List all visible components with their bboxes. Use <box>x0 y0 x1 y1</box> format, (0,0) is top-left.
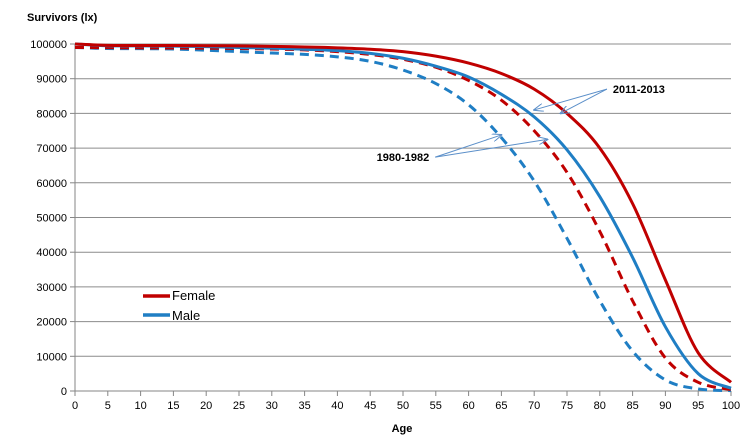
x-tick-label-10: 10 <box>134 400 146 412</box>
axes <box>70 43 732 396</box>
y-axis-title: Survivors (lx) <box>27 12 98 24</box>
x-tick-labels: 0 5 10 15 20 25 30 35 40 45 50 55 60 65 70 75 80 85 90 95 10… <box>72 400 740 412</box>
x-tick-label-20: 20 <box>200 400 212 412</box>
y-tick-labels: 0 10000 20000 30000 40000 50000 60000 70000 8000… <box>30 39 67 398</box>
annotation-label-2011-2013: 2011-2013 <box>613 84 665 96</box>
x-tick-label-0: 0 <box>72 400 78 412</box>
series-line-female-2011-2013 <box>74 42 733 384</box>
legend-label-female: Female <box>172 288 215 303</box>
y-tick-label-30000: 30000 <box>36 282 67 294</box>
y-tick-label-20000: 20000 <box>36 317 67 329</box>
y-tick-label-40000: 40000 <box>36 247 67 259</box>
x-tick-label-100: 100 <box>722 400 740 412</box>
x-tick-label-35: 35 <box>298 400 310 412</box>
x-tick-label-15: 15 <box>167 400 179 412</box>
x-tick-label-65: 65 <box>495 400 507 412</box>
x-tick-label-95: 95 <box>692 400 704 412</box>
x-tick-label-25: 25 <box>233 400 245 412</box>
x-tick-label-55: 55 <box>430 400 442 412</box>
x-tick-label-30: 30 <box>266 400 278 412</box>
x-tick-label-50: 50 <box>397 400 409 412</box>
y-tick-label-60000: 60000 <box>36 178 67 190</box>
annotation-arrow-2011-2013-1 <box>560 88 608 113</box>
x-tick-label-85: 85 <box>626 400 638 412</box>
y-tick-label-0: 0 <box>61 386 67 398</box>
y-tick-label-80000: 80000 <box>36 108 67 120</box>
x-tick-label-5: 5 <box>105 400 111 412</box>
legend-label-male: Male <box>172 308 200 323</box>
annotation-arrow-2011-2013-0 <box>534 88 608 110</box>
y-tick-label-10000: 10000 <box>36 351 67 363</box>
legend: Female Male <box>143 288 215 323</box>
x-tick-label-75: 75 <box>561 400 573 412</box>
x-tick-label-40: 40 <box>331 400 343 412</box>
x-tick-label-70: 70 <box>528 400 540 412</box>
x-tick-label-45: 45 <box>364 400 376 412</box>
gridlines <box>75 43 731 357</box>
y-tick-label-70000: 70000 <box>36 143 67 155</box>
x-tick-label-90: 90 <box>659 400 671 412</box>
annotations: 2011-2013 1980-1982 <box>377 84 665 164</box>
x-tick-label-80: 80 <box>594 400 606 412</box>
y-tick-label-100000: 100000 <box>30 39 67 51</box>
x-axis-title: Age <box>392 423 413 435</box>
annotation-arrow-1980-1982-0 <box>435 135 501 158</box>
annotation-label-1980-1982: 1980-1982 <box>377 152 430 164</box>
x-tick-label-60: 60 <box>462 400 474 412</box>
y-tick-label-90000: 90000 <box>36 74 67 86</box>
annotation-arrow-1980-1982-1 <box>435 139 547 158</box>
y-tick-label-50000: 50000 <box>36 213 67 225</box>
series-lines <box>74 42 733 393</box>
